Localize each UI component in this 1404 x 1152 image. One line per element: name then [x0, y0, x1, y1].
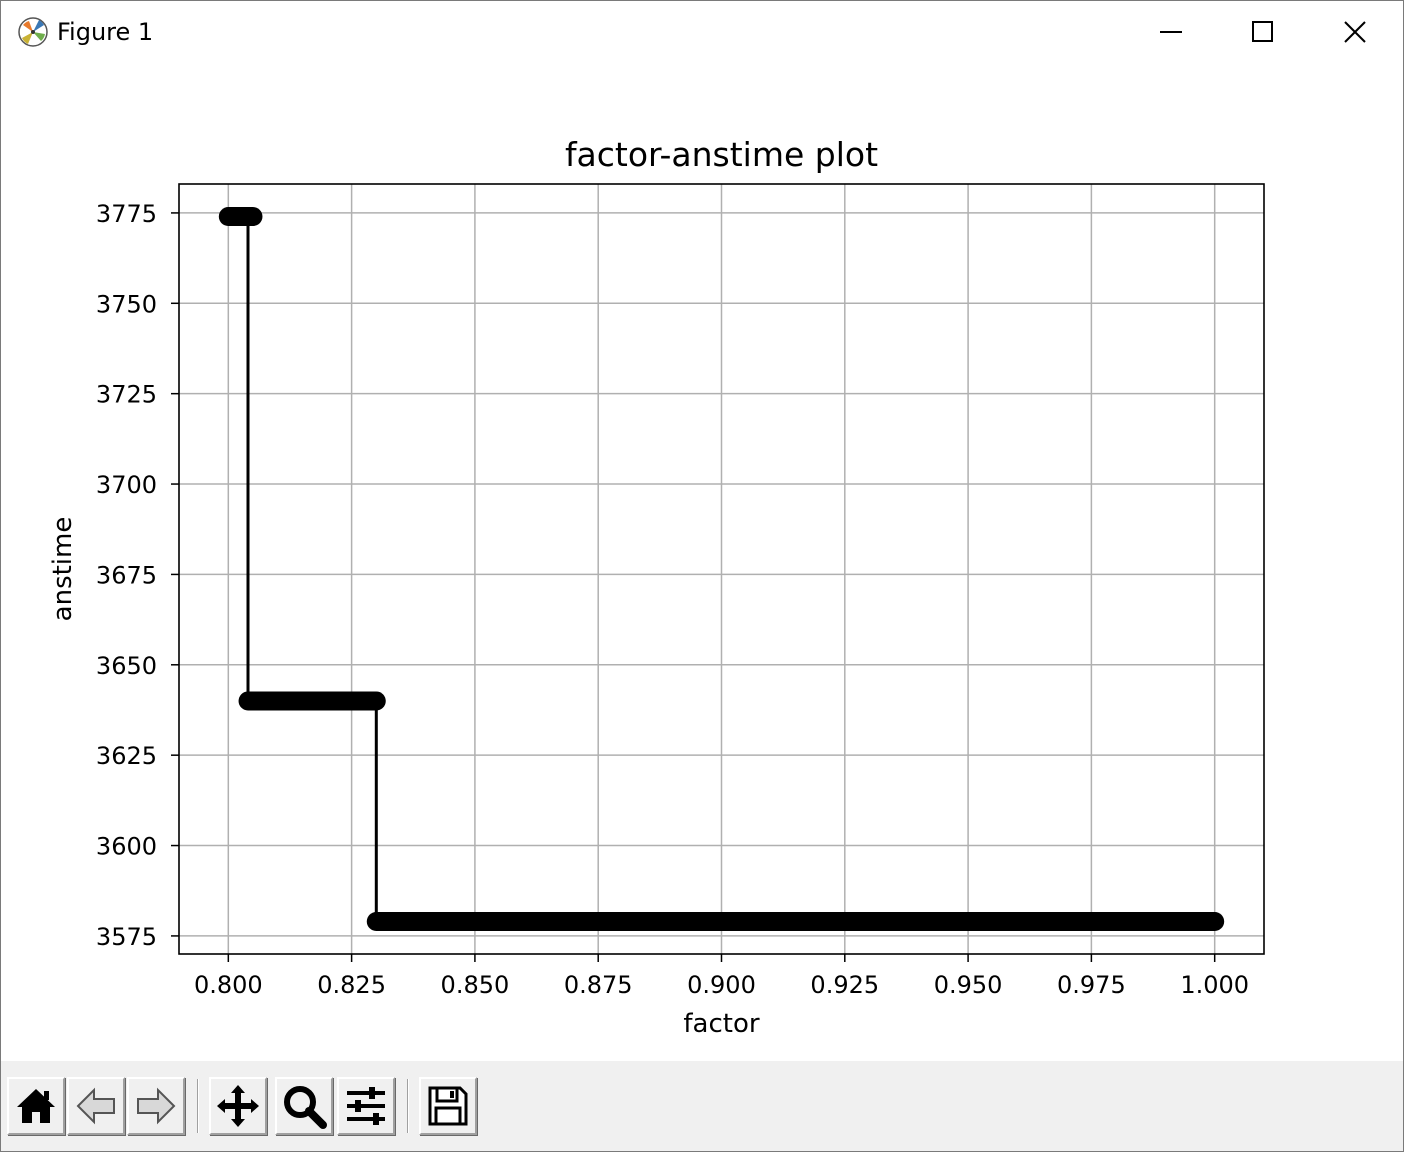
chart: 0.800 0.825 0.850 0.875 0.900 0.925 0.950 0.975… — [48, 135, 1265, 1039]
y-tick-label: 3725 — [96, 381, 157, 409]
title-bar: Figure 1 — [1, 1, 1403, 63]
y-tick-label: 3650 — [96, 652, 157, 680]
x-tick-label: 0.925 — [810, 971, 879, 999]
x-tick-label: 0.950 — [934, 971, 1003, 999]
maximize-button[interactable] — [1217, 1, 1309, 63]
save-icon — [428, 1086, 468, 1126]
x-tick-label: 0.825 — [317, 971, 386, 999]
y-tick-label: 3625 — [96, 742, 157, 770]
minimize-icon — [1160, 31, 1182, 33]
y-axis-ticks: 3575 3600 3625 3650 3675 3700 3725 3750 3775 — [96, 200, 179, 951]
toolbar-separator — [197, 1079, 199, 1133]
y-tick-label: 3750 — [96, 290, 157, 318]
x-tick-label: 0.975 — [1057, 971, 1126, 999]
home-icon — [17, 1089, 55, 1123]
pan-button[interactable] — [209, 1077, 267, 1135]
x-axis-label: factor — [683, 1009, 759, 1039]
zoom-icon — [284, 1086, 327, 1129]
x-axis-ticks: 0.800 0.825 0.850 0.875 0.900 0.925 0.950 0.975… — [194, 954, 1249, 999]
forward-button[interactable] — [127, 1077, 185, 1135]
x-tick-label: 1.000 — [1180, 971, 1249, 999]
navigation-toolbar — [1, 1061, 1403, 1151]
y-tick-label: 3675 — [96, 561, 157, 589]
y-tick-label: 3775 — [96, 200, 157, 228]
home-button[interactable] — [7, 1077, 65, 1135]
y-axis-label: anstime — [48, 517, 78, 622]
toolbar-separator — [407, 1079, 409, 1133]
close-button[interactable] — [1309, 1, 1401, 63]
forward-arrow-icon — [137, 1087, 176, 1125]
x-tick-label: 0.850 — [441, 971, 510, 999]
window-title: Figure 1 — [57, 18, 154, 46]
x-tick-label: 0.875 — [564, 971, 633, 999]
y-tick-label: 3600 — [96, 833, 157, 861]
x-tick-label: 0.900 — [687, 971, 756, 999]
sliders-icon — [347, 1087, 385, 1125]
y-tick-label: 3575 — [96, 923, 157, 951]
zoom-button[interactable] — [275, 1077, 333, 1135]
pan-icon — [217, 1085, 259, 1127]
back-button[interactable] — [67, 1077, 125, 1135]
y-tick-label: 3700 — [96, 471, 157, 499]
chart-title: factor-anstime plot — [565, 135, 878, 174]
back-arrow-icon — [76, 1087, 115, 1125]
save-button[interactable] — [419, 1077, 477, 1135]
close-icon — [1344, 21, 1366, 43]
data-series — [218, 207, 1225, 931]
maximize-icon — [1252, 21, 1273, 42]
x-tick-label: 0.800 — [194, 971, 263, 999]
figure-canvas[interactable]: 0.800 0.825 0.850 0.875 0.900 0.925 0.950 0.975… — [1, 63, 1403, 1061]
minimize-button[interactable] — [1125, 1, 1217, 63]
grid — [179, 184, 1264, 954]
matplotlib-logo-icon — [18, 17, 48, 47]
configure-subplots-button[interactable] — [337, 1077, 395, 1135]
